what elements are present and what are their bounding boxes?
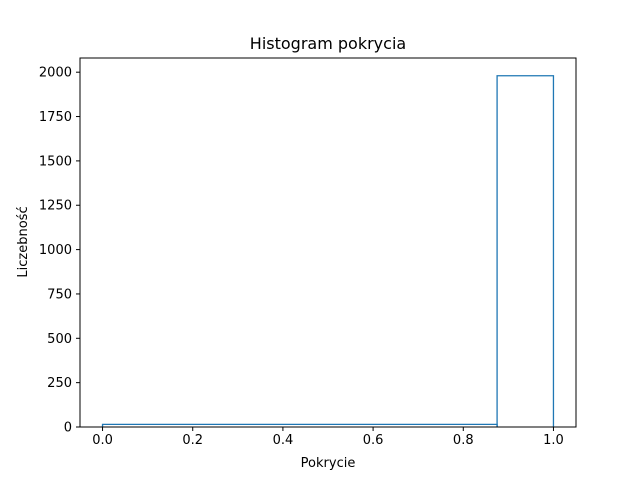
y-tick-label: 250 — [47, 376, 72, 391]
histogram-steps — [101, 75, 555, 427]
y-tick-label: 1250 — [39, 199, 72, 214]
chart-title: Histogram pokrycia — [250, 34, 406, 53]
x-tick-label: 0.4 — [273, 433, 294, 448]
y-tick-label: 1500 — [39, 154, 72, 169]
x-axis-ticks: 0.0 0.2 0.4 0.6 0.8 1.0 — [92, 427, 564, 448]
histogram-bin-1 — [496, 75, 555, 427]
y-tick-label: 750 — [47, 287, 72, 302]
x-tick-label: 0.8 — [453, 433, 474, 448]
y-axis-label: Liczebność — [16, 206, 31, 277]
y-tick-label: 0 — [64, 421, 72, 436]
y-tick-label: 1750 — [39, 110, 72, 125]
x-axis-label: Pokrycie — [301, 456, 356, 471]
x-tick-label: 1.0 — [543, 433, 564, 448]
x-tick-label: 0.2 — [182, 433, 203, 448]
axes-frame — [79, 57, 577, 428]
y-axis-ticks: 0 250 500 750 1000 1250 1500 1750 2000 — [39, 66, 80, 436]
x-tick-label: 0.0 — [92, 433, 113, 448]
x-tick-label: 0.6 — [363, 433, 384, 448]
y-tick-label: 500 — [47, 332, 72, 347]
y-tick-label: 2000 — [39, 66, 72, 81]
y-tick-label: 1000 — [39, 243, 72, 258]
